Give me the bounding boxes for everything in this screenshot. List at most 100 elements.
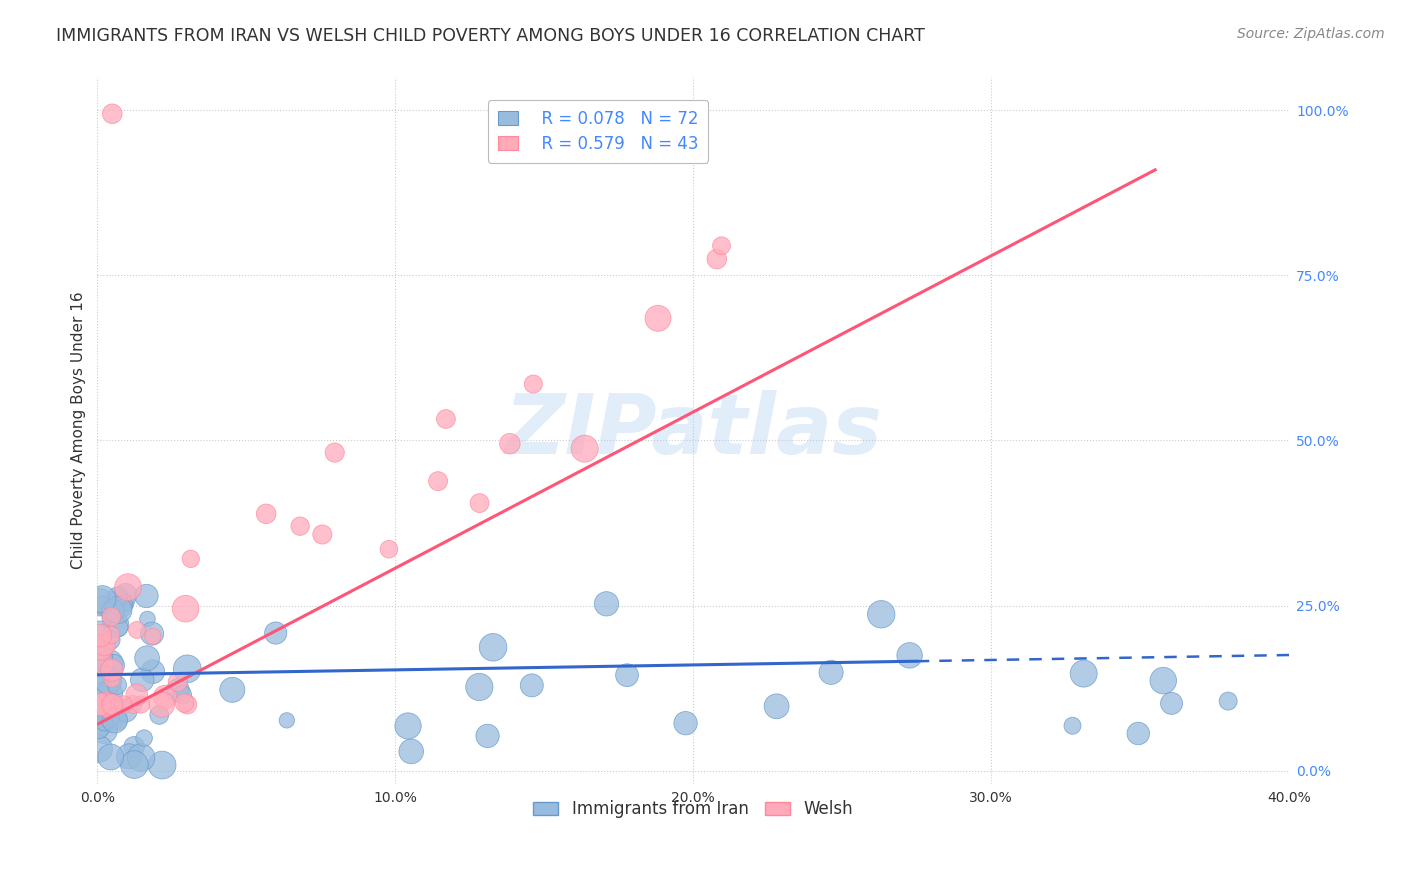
Point bbox=[396, 719, 419, 733]
Point bbox=[118, 749, 141, 764]
Point bbox=[112, 698, 135, 712]
Point bbox=[221, 682, 243, 697]
Point bbox=[108, 598, 131, 612]
Point bbox=[574, 442, 596, 456]
Point bbox=[180, 552, 202, 566]
Point bbox=[675, 716, 697, 731]
Point bbox=[148, 707, 170, 722]
Point bbox=[107, 620, 129, 634]
Point bbox=[276, 714, 298, 728]
Point bbox=[122, 739, 145, 754]
Point bbox=[114, 704, 136, 718]
Point bbox=[765, 699, 787, 714]
Point bbox=[90, 666, 112, 681]
Point bbox=[1160, 697, 1182, 711]
Point bbox=[101, 663, 124, 677]
Point bbox=[91, 720, 114, 734]
Point bbox=[468, 680, 491, 694]
Point bbox=[499, 436, 522, 450]
Point bbox=[97, 673, 120, 688]
Point bbox=[94, 698, 117, 712]
Point bbox=[91, 657, 114, 672]
Point bbox=[114, 596, 136, 610]
Point bbox=[820, 665, 842, 680]
Point bbox=[616, 668, 638, 682]
Point bbox=[125, 688, 148, 702]
Point bbox=[101, 604, 124, 618]
Point bbox=[101, 698, 124, 712]
Point bbox=[706, 252, 728, 266]
Point bbox=[1128, 726, 1150, 740]
Point bbox=[101, 673, 124, 687]
Point bbox=[91, 592, 114, 607]
Point bbox=[135, 589, 157, 603]
Point bbox=[132, 731, 155, 745]
Point bbox=[378, 542, 401, 557]
Point bbox=[100, 710, 122, 724]
Point bbox=[288, 519, 311, 533]
Point bbox=[93, 638, 115, 652]
Point bbox=[98, 687, 121, 701]
Point bbox=[94, 698, 117, 712]
Point bbox=[176, 662, 198, 676]
Point bbox=[898, 648, 921, 663]
Point bbox=[1218, 694, 1240, 708]
Point bbox=[89, 624, 111, 639]
Text: Source: ZipAtlas.com: Source: ZipAtlas.com bbox=[1237, 27, 1385, 41]
Point bbox=[100, 610, 122, 624]
Point bbox=[101, 698, 124, 712]
Point bbox=[176, 698, 198, 712]
Point bbox=[122, 698, 145, 712]
Point bbox=[89, 709, 111, 723]
Point bbox=[97, 710, 120, 724]
Point bbox=[710, 239, 733, 253]
Point bbox=[153, 690, 176, 704]
Point bbox=[142, 629, 165, 643]
Point bbox=[91, 599, 114, 613]
Point bbox=[105, 678, 128, 692]
Point bbox=[100, 698, 122, 712]
Point bbox=[136, 612, 159, 626]
Point bbox=[117, 580, 139, 594]
Point bbox=[104, 617, 127, 632]
Point bbox=[114, 588, 136, 602]
Point bbox=[107, 603, 129, 617]
Point bbox=[150, 758, 173, 772]
Point bbox=[166, 683, 188, 698]
Legend: Immigrants from Iran, Welsh: Immigrants from Iran, Welsh bbox=[527, 794, 860, 825]
Point bbox=[129, 750, 152, 764]
Point bbox=[136, 651, 159, 665]
Point bbox=[89, 595, 111, 609]
Point bbox=[129, 698, 152, 712]
Point bbox=[100, 633, 122, 648]
Point bbox=[98, 610, 121, 624]
Point bbox=[520, 678, 543, 692]
Point bbox=[482, 640, 505, 655]
Point bbox=[93, 715, 115, 730]
Point bbox=[93, 723, 115, 738]
Point bbox=[264, 626, 287, 640]
Point bbox=[174, 601, 197, 615]
Point bbox=[172, 688, 194, 702]
Point bbox=[1062, 719, 1084, 733]
Point bbox=[89, 742, 111, 756]
Point bbox=[142, 665, 165, 679]
Point bbox=[124, 757, 146, 772]
Point bbox=[89, 640, 111, 655]
Point bbox=[166, 674, 188, 689]
Point bbox=[90, 649, 112, 664]
Point bbox=[399, 744, 422, 758]
Point bbox=[104, 713, 127, 727]
Point bbox=[150, 698, 173, 712]
Point bbox=[1152, 673, 1174, 688]
Point bbox=[254, 507, 277, 521]
Point bbox=[100, 628, 122, 642]
Point bbox=[87, 722, 110, 736]
Point bbox=[107, 590, 129, 604]
Point bbox=[311, 527, 333, 541]
Point bbox=[468, 496, 491, 510]
Point bbox=[870, 607, 893, 622]
Point bbox=[141, 626, 163, 640]
Point bbox=[647, 311, 669, 326]
Text: IMMIGRANTS FROM IRAN VS WELSH CHILD POVERTY AMONG BOYS UNDER 16 CORRELATION CHAR: IMMIGRANTS FROM IRAN VS WELSH CHILD POVE… bbox=[56, 27, 925, 45]
